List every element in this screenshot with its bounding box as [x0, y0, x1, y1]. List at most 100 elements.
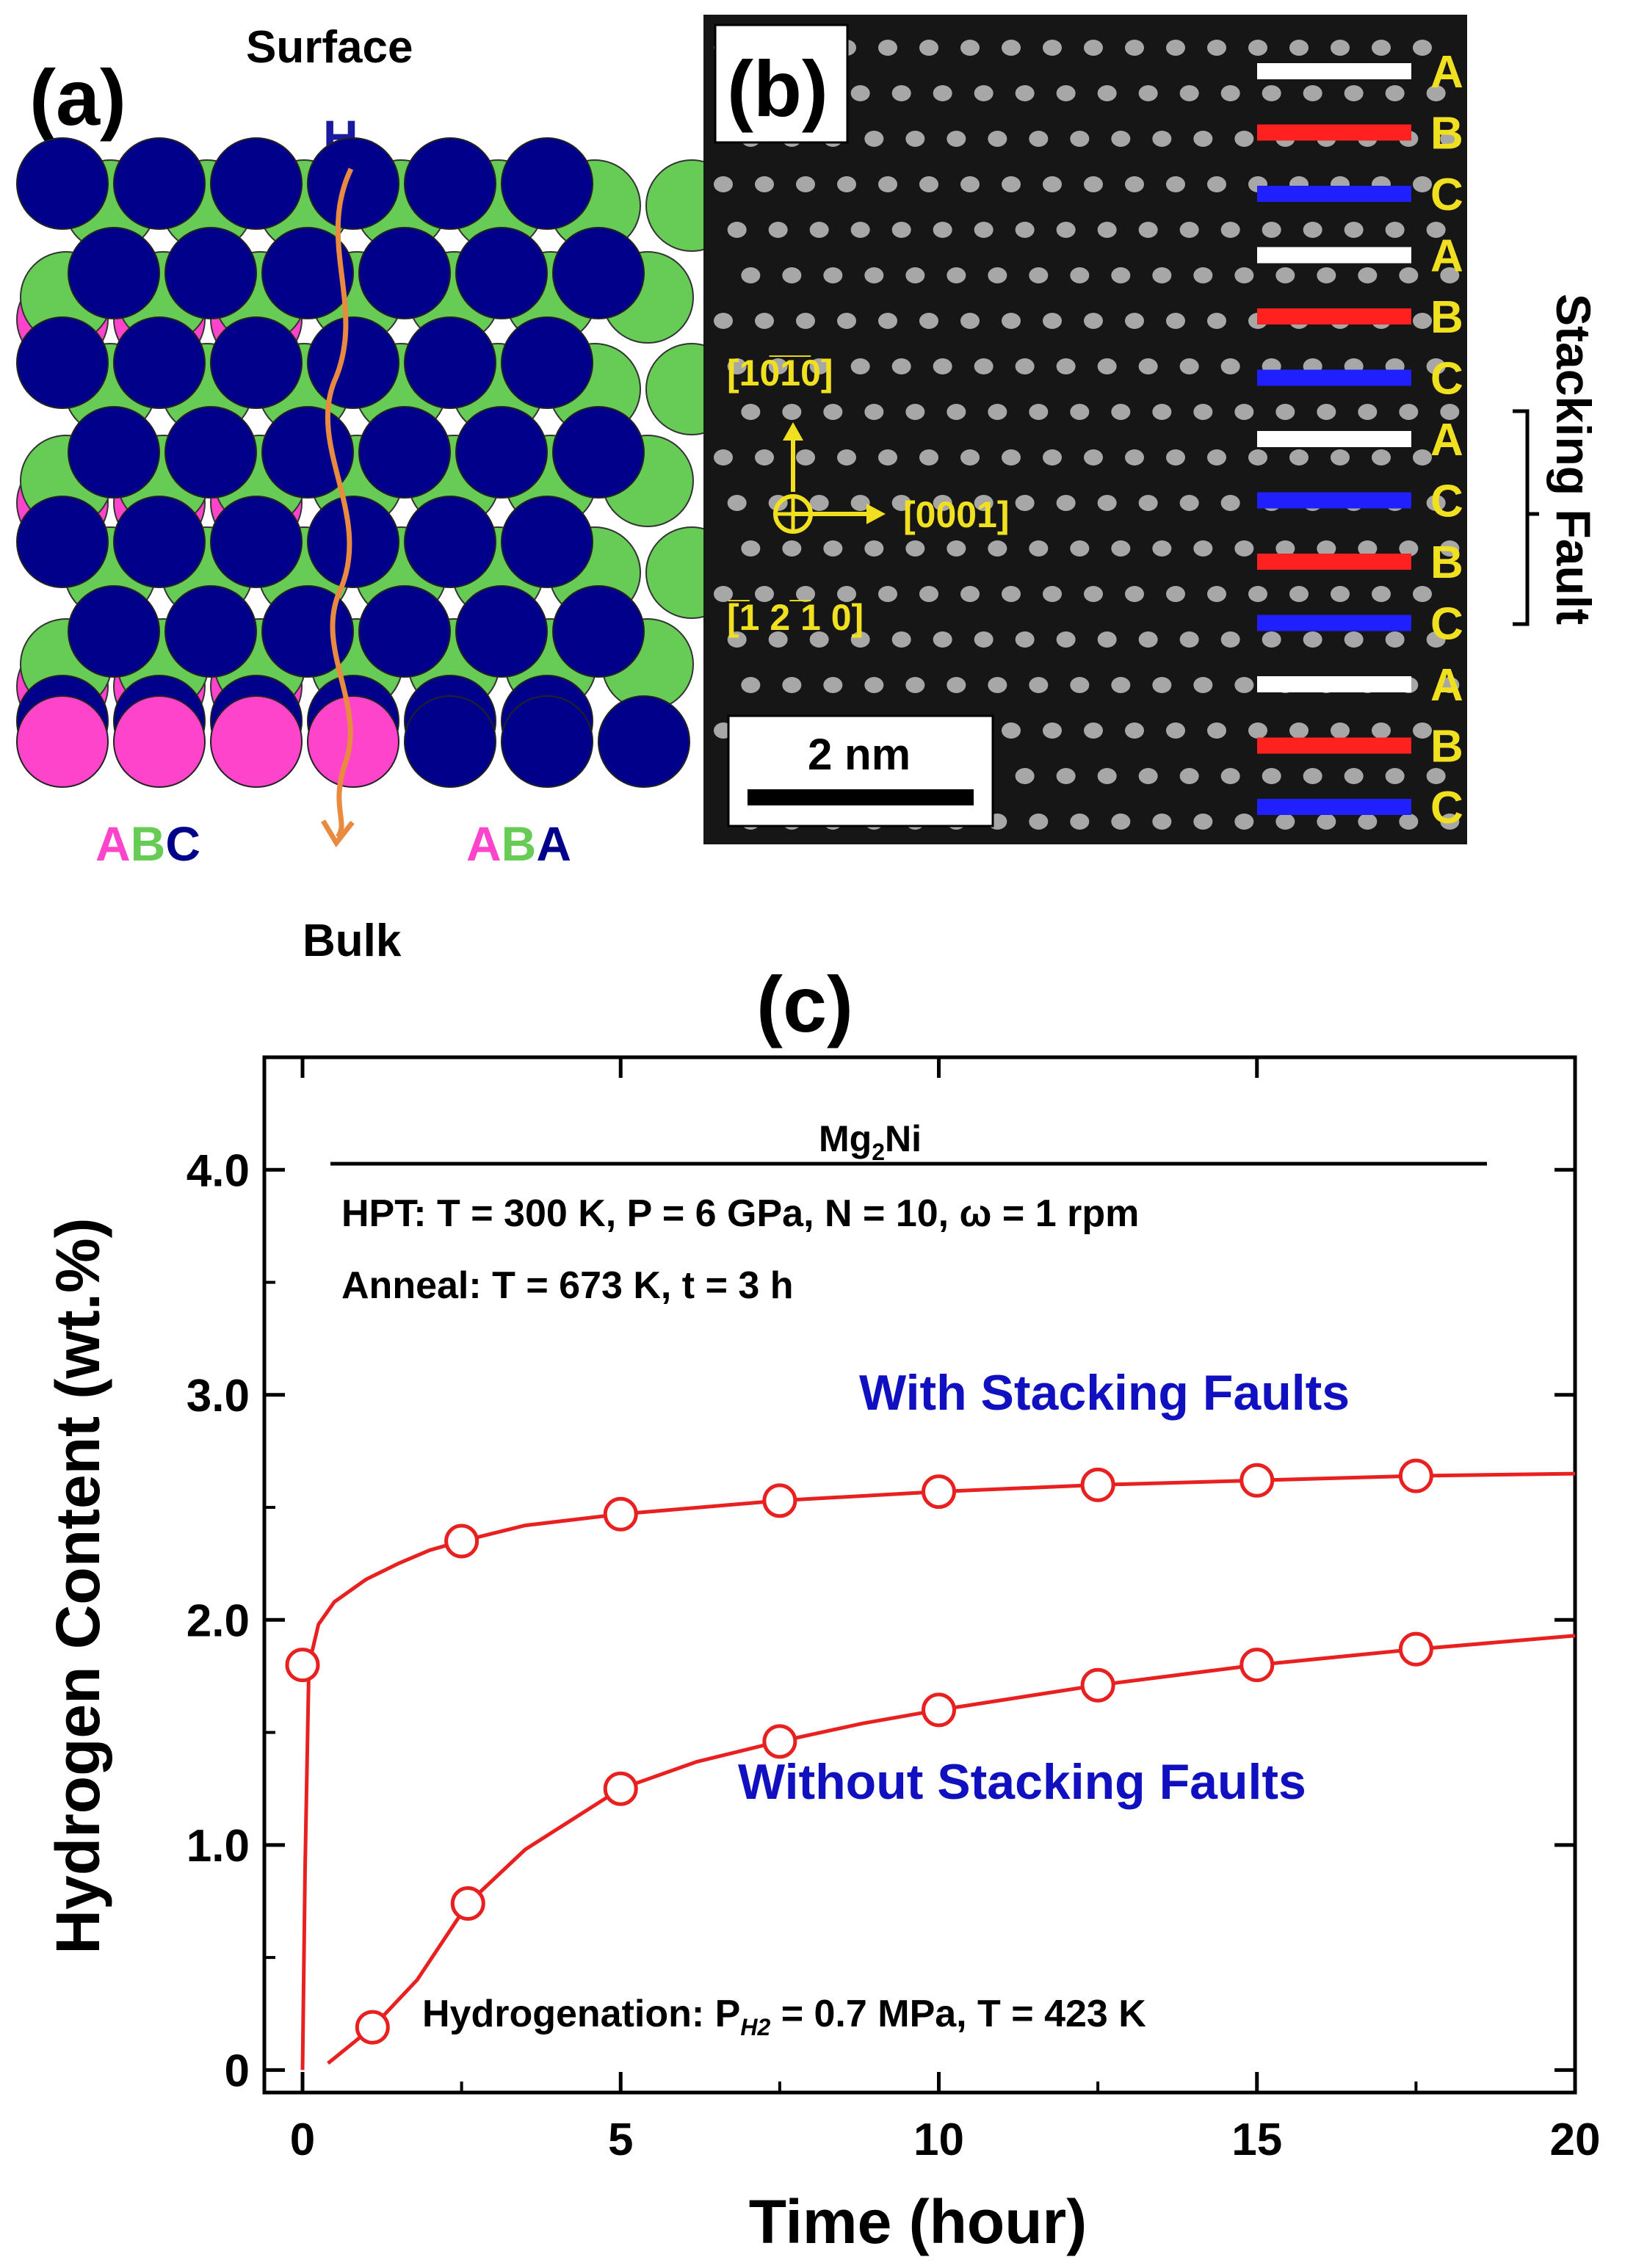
- atom-column: [1193, 540, 1213, 557]
- left-stack-label: ABC: [95, 816, 200, 871]
- atom-column: [974, 222, 994, 238]
- atom-column: [1358, 540, 1378, 557]
- atom-column: [714, 586, 733, 602]
- x-tick-label: 10: [913, 2115, 964, 2165]
- atom-column: [919, 449, 938, 465]
- atom-column: [974, 358, 994, 374]
- atom-column: [741, 404, 761, 420]
- atom-column: [741, 267, 761, 283]
- atom-column: [755, 586, 774, 602]
- atom-c-layer: [358, 406, 451, 499]
- hydrogen-path: [325, 167, 354, 839]
- atom-column: [1331, 586, 1350, 602]
- atom-column: [850, 222, 870, 238]
- atom-column: [1372, 40, 1391, 56]
- atom-column: [878, 313, 897, 329]
- atom-c-layer: [210, 496, 303, 588]
- stacking-layer-bar: [1257, 247, 1411, 264]
- atom-column: [1070, 814, 1090, 830]
- atom-column: [768, 222, 788, 238]
- stacking-layer-letter: C: [1430, 170, 1463, 220]
- atom-bottom-row: [501, 695, 593, 788]
- compound-tail: Ni: [885, 1118, 922, 1159]
- atom-column: [1111, 677, 1131, 693]
- atom-column: [1152, 677, 1172, 693]
- direction-up-label: [10̅1̅0]: [727, 352, 833, 394]
- atom-column: [1220, 222, 1240, 238]
- atom-c-layer: [552, 406, 645, 499]
- atom-column: [823, 267, 843, 283]
- atom-column: [947, 404, 966, 420]
- atom-column: [1234, 404, 1254, 420]
- atom-column: [1344, 768, 1364, 784]
- data-point: [921, 1474, 956, 1510]
- atom-column: [1207, 586, 1226, 602]
- atom-column: [1111, 814, 1131, 830]
- atom-column: [1262, 768, 1281, 784]
- atom-column: [1111, 267, 1131, 283]
- atom-column: [988, 267, 1007, 283]
- atom-column: [714, 176, 733, 192]
- atom-column: [1056, 358, 1076, 374]
- atom-column: [1399, 540, 1419, 557]
- atom-column: [1303, 222, 1322, 238]
- atom-column: [782, 267, 802, 283]
- direction-in-label: [̅1 2 ̅1 0]: [727, 597, 864, 638]
- atom-column: [1002, 449, 1021, 465]
- right-stack-b: B: [502, 816, 537, 871]
- atom-column: [960, 176, 980, 192]
- stacking-layer-letter: A: [1430, 231, 1463, 282]
- atom-column: [1002, 176, 1021, 192]
- atom-column: [1029, 540, 1049, 557]
- atom-column: [1385, 85, 1405, 101]
- atom-c-layer: [210, 316, 303, 409]
- atom-column: [796, 449, 815, 465]
- atom-c-layer: [307, 496, 399, 588]
- atom-column: [1399, 404, 1419, 420]
- atom-column: [1152, 404, 1172, 420]
- stacking-layer-bar: [1257, 308, 1411, 325]
- atom-c-layer: [455, 585, 548, 678]
- panel-a: (a) Surface H Bulk ABC ABA: [16, 22, 738, 966]
- stacking-layer-bar: [1257, 615, 1411, 631]
- atom-column: [1426, 495, 1446, 511]
- atom-column: [1138, 85, 1158, 101]
- atom-lattice: [16, 137, 738, 788]
- atom-column: [1289, 722, 1309, 739]
- atom-column: [1207, 313, 1226, 329]
- scale-bar: [748, 789, 974, 805]
- atom-column: [1413, 722, 1432, 739]
- axes: 0 5 10 15 20 0 1.0 2.0 3.0 4.0: [187, 1057, 1600, 2165]
- atom-column: [1138, 631, 1158, 648]
- atom-bottom-row: [307, 695, 399, 788]
- x-tick-label: 0: [290, 2115, 315, 2165]
- stacking-layer-bar: [1257, 676, 1411, 692]
- atom-column: [1248, 40, 1267, 56]
- data-point: [1398, 1631, 1433, 1667]
- atom-column: [1084, 176, 1103, 192]
- atom-column: [1056, 768, 1076, 784]
- stacking-layer-bar: [1257, 799, 1411, 815]
- hydrogenation-tail: = 0.7 MPa, T = 423 K: [770, 1993, 1146, 2035]
- atom-column: [1303, 85, 1322, 101]
- atom-column: [1358, 267, 1378, 283]
- atom-column: [905, 131, 925, 147]
- atom-column: [809, 631, 829, 648]
- atom-column: [1426, 222, 1446, 238]
- atom-column: [1275, 267, 1295, 283]
- left-stack-c: C: [165, 816, 200, 871]
- atom-column: [988, 404, 1007, 420]
- atom-column: [1248, 722, 1267, 739]
- atom-column: [919, 176, 938, 192]
- atom-bottom-row: [16, 695, 109, 788]
- atom-column: [891, 358, 911, 374]
- hpt-condition: HPT: T = 300 K, P = 6 GPa, N = 10, ω = 1…: [341, 1192, 1139, 1235]
- atom-c-layer: [16, 137, 109, 230]
- atom-column: [933, 495, 952, 511]
- compound-base: Mg: [819, 1118, 872, 1159]
- atom-column: [905, 267, 925, 283]
- atom-column: [1193, 677, 1213, 693]
- atom-column: [1413, 313, 1432, 329]
- direction-right-arrow-head: [866, 504, 886, 524]
